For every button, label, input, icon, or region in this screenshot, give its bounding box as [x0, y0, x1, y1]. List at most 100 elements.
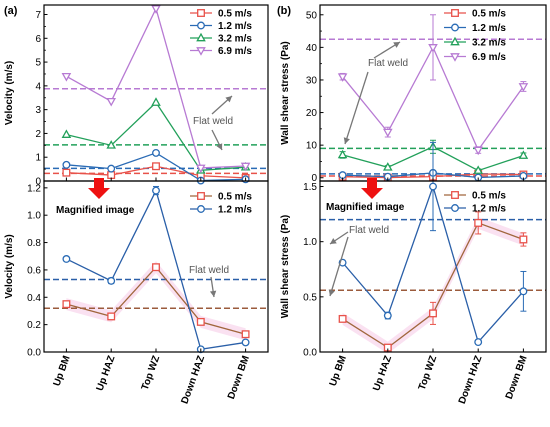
b-bottom-legend: 0.5 m/s 1.2 m/s [444, 191, 506, 215]
b-bottom-point [519, 235, 528, 244]
legend-swatch-marker [451, 23, 459, 32]
b-bottom-point [474, 338, 483, 347]
a-top-point [106, 97, 117, 107]
b-top-point [473, 146, 484, 156]
a-top-point [107, 171, 116, 180]
b-top-legend: 0.5 m/s 1.2 m/s 3.2 m/s 6.9 m/s [444, 9, 506, 63]
a-top-point [152, 162, 160, 171]
legend-swatch-marker [197, 192, 205, 200]
a-top-ytick-label: 5 [35, 58, 41, 69]
legend-label: 3.2 m/s [218, 34, 252, 45]
magnified-label-a: Magnified image [56, 205, 135, 216]
b-bottom-ytick-label: 1.0 [303, 237, 317, 248]
a-top-point [152, 148, 160, 157]
legend-label: 3.2 m/s [472, 38, 506, 49]
b-bottom-point [429, 182, 437, 191]
arrow-head [328, 289, 335, 296]
legend-label: 0.5 m/s [218, 192, 252, 203]
a-top-ytick-label: 0 [35, 177, 41, 188]
legend-label: 6.9 m/s [472, 52, 506, 63]
magnify-arrow-a [88, 178, 110, 199]
a-top-point [107, 164, 116, 173]
a-bottom-ytick-label: 0.2 [27, 320, 41, 331]
b-bottom-point [383, 311, 392, 320]
legend-swatch-marker [451, 191, 459, 199]
b-bottom-ytick-label: 0.5 [303, 292, 317, 303]
a-bottom-point [62, 255, 71, 263]
b-bottom-point [338, 314, 347, 323]
legend-swatch-marker [451, 9, 459, 17]
legend-label: 1.2 m/s [472, 204, 506, 215]
magnify-arrow-head [361, 188, 383, 199]
b-bottom-ytick-label: 1.5 [303, 182, 317, 193]
b-top-ytick-label: 20 [306, 108, 318, 119]
legend-label: 6.9 m/s [218, 46, 252, 57]
a-top-point [151, 5, 161, 14]
a-bottom-point [62, 300, 71, 309]
a-top-ylabel: Velocity (m/s) [4, 61, 15, 125]
a-bottom-point [152, 186, 160, 195]
flat-weld-arrow-a-bottom [209, 276, 217, 298]
magnify-arrow-head [88, 188, 110, 199]
arrow-head [393, 42, 400, 48]
legend-label: 1.2 m/s [218, 21, 252, 32]
a-bottom-ytick-label: 1.0 [27, 211, 41, 222]
arrow-head [216, 143, 223, 150]
a-bottom-point [196, 317, 205, 326]
flat-weld-arrow-a-top-2 [211, 129, 223, 151]
a-bottom-point [107, 312, 116, 321]
legend-label: 0.5 m/s [218, 9, 252, 20]
a-top-ytick-label: 4 [35, 81, 41, 92]
a-bottom-ytick-label: 1.2 [27, 183, 41, 194]
b-top-point [518, 150, 529, 159]
a-top-ytick-label: 6 [35, 34, 41, 45]
data-layer [61, 5, 529, 354]
a-top-point [195, 164, 206, 174]
b-top-ytick-label: 10 [306, 141, 318, 152]
legend-label: 0.5 m/s [472, 9, 506, 20]
b-top-ytick-label: 30 [306, 75, 318, 86]
arrow-head [343, 137, 350, 144]
a-top-point [61, 129, 72, 138]
b-top-point [338, 171, 347, 180]
a-bottom-ytick-label: 0.8 [27, 238, 41, 249]
a-bottom-ytick-label: 0.6 [27, 265, 41, 276]
flat-weld-label-b-top: Flat weld [368, 58, 408, 69]
b-top-point [382, 162, 393, 171]
flat-weld-label-b-bottom: Flat weld [349, 225, 389, 236]
b-top-point [337, 73, 348, 82]
a-top-point [240, 162, 251, 172]
a-top-legend: 0.5 m/s1.2 m/s 3.2 m/s6.9 m/s [190, 9, 252, 57]
magnify-arrow-body [367, 178, 377, 188]
b-top-ytick-label: 0 [311, 173, 317, 184]
b-top-point [473, 165, 484, 174]
panel-b-label: (b) [277, 5, 291, 17]
flat-weld-arrow-b-top-2 [343, 71, 369, 145]
legend-swatch-marker [450, 53, 460, 62]
flat-weld-label-a-bottom: Flat weld [189, 265, 229, 276]
magnify-arrow-b [361, 178, 383, 199]
arrow-head [330, 238, 337, 244]
flat-weld-arrow-b-top-1 [373, 41, 401, 59]
flat-weld-arrow-b-bottom-2 [328, 236, 349, 297]
b-bottom-pink-band [342, 216, 524, 354]
arrow-shaft [329, 236, 349, 297]
a-bottom-ytick-label: 0.4 [27, 293, 41, 304]
arrow-head [209, 290, 217, 297]
a-top-point [61, 73, 72, 82]
b-bottom-point [474, 218, 483, 227]
flat-weld-label-a-top: Flat weld [193, 116, 233, 127]
legend-label: 0.5 m/s [472, 191, 506, 202]
a-top-point [151, 97, 161, 106]
legend-swatch-marker [197, 9, 205, 17]
a-bottom-point [241, 338, 250, 347]
legend-swatch-marker [451, 204, 459, 212]
legend-swatch-marker [196, 32, 206, 42]
b-top-ytick-label: 40 [306, 43, 318, 54]
legend-label: 1.2 m/s [472, 23, 506, 34]
a-top-point [106, 140, 117, 149]
a-top-ytick-label: 3 [35, 105, 41, 116]
a-top-point [62, 168, 71, 177]
a-bottom-ylabel: Velocity (m/s) [4, 234, 15, 298]
panel-a-label: (a) [4, 5, 18, 17]
